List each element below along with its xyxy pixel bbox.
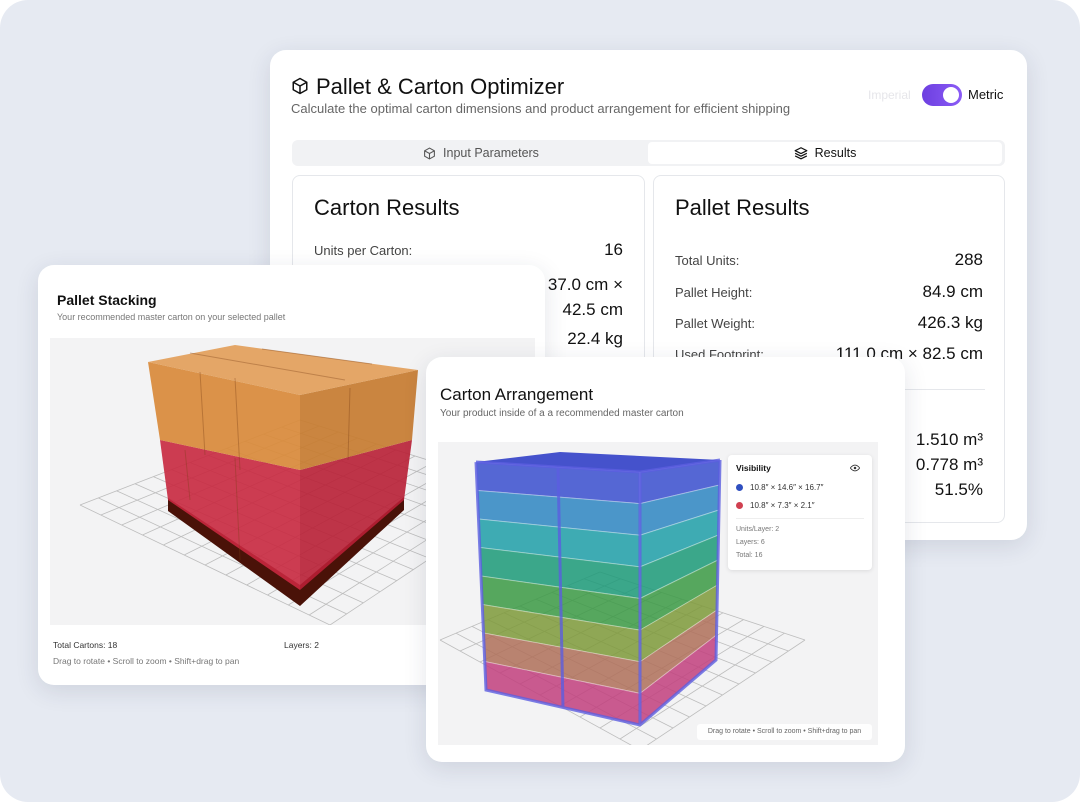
card-subtitle: Your product inside of a a recommended m… [440, 408, 684, 419]
result-label: Units per Carton: [314, 243, 413, 258]
card-subtitle: Your recommended master carton on your s… [57, 312, 286, 322]
stat: Layers: 2 [284, 640, 319, 650]
carton-edges [184, 348, 373, 561]
hint: Drag to rotate • Scroll to zoom • Shift+… [697, 724, 872, 740]
hint: Drag to rotate • Scroll to zoom • Shift+… [53, 656, 240, 666]
tab-label: Results [814, 146, 857, 160]
app-subtitle: Calculate the optimal carton dimensions … [291, 101, 791, 116]
card-title: Pallet Stacking [57, 292, 157, 308]
eye-icon[interactable] [850, 463, 860, 473]
carton-layer [300, 370, 418, 470]
carton-layer [160, 440, 300, 590]
divider [736, 518, 864, 519]
layers-icon [794, 147, 808, 160]
result-value: 51.5% [934, 480, 983, 499]
result-value: 426.3 kg [917, 313, 983, 332]
legend-dot [736, 502, 743, 509]
carton-layer [300, 440, 412, 590]
tab-results[interactable]: Results [648, 142, 1002, 164]
pallet-base [168, 497, 404, 606]
carton-top [148, 345, 418, 395]
grid-line [619, 632, 785, 740]
result-value: 0.778 m³ [915, 455, 983, 474]
stacking-3d[interactable] [50, 338, 535, 625]
app-title: Pallet & Carton Optimizer [316, 74, 565, 99]
carton-outline [474, 458, 722, 727]
arrangement-viewport[interactable]: Visibility 10.8″ × 14.6″ × 16.7″ 10.8″ ×… [438, 442, 878, 745]
legend-dot [736, 484, 743, 491]
result-value: 37.0 cm × 42.5 cm [547, 275, 623, 319]
carton-top [476, 452, 720, 472]
result-label: Total Units: [675, 253, 740, 268]
panel-title: Pallet Results [675, 195, 810, 220]
grid-line [646, 639, 806, 745]
panel-title: Visibility [736, 463, 771, 473]
visibility-panel: Visibility 10.8″ × 14.6″ × 16.7″ 10.8″ ×… [728, 455, 872, 570]
legend-item[interactable]: 10.8″ × 14.6″ × 16.7″ [750, 483, 824, 492]
result-label: Pallet Height: [675, 285, 753, 300]
stat: Total: 16 [736, 552, 763, 559]
result-value: 1.510 m³ [915, 430, 983, 449]
grid-line [79, 504, 331, 625]
stat: Total Cartons: 18 [53, 640, 118, 650]
cube-icon [292, 77, 308, 95]
stat: Layers: 6 [736, 539, 765, 546]
result-label: Pallet Weight: [675, 316, 755, 331]
carton-layer [148, 362, 300, 470]
result-value: 16 [604, 240, 623, 259]
tab-label: Input Parameters [443, 146, 539, 160]
product-layers [475, 459, 721, 727]
panel-title: Carton Results [314, 195, 460, 220]
unit-toggle[interactable] [922, 84, 962, 106]
result-value: 22.4 kg [567, 329, 623, 348]
legend-item[interactable]: 10.8″ × 7.3″ × 2.1″ [750, 501, 815, 510]
unit-off-label[interactable]: Imperial [868, 88, 911, 102]
result-value: 84.9 cm [922, 282, 983, 301]
card-title: Carton Arrangement [440, 385, 594, 404]
carton-arrangement-card: Carton Arrangement Your product inside o… [426, 357, 905, 762]
arrangement-3d[interactable] [438, 442, 878, 745]
unit-on-label[interactable]: Metric [968, 87, 1004, 102]
result-value: 288 [954, 250, 983, 269]
cube-icon [424, 146, 435, 160]
tab-input[interactable]: Input Parameters [292, 140, 670, 166]
tab-bar: Input Parameters Results [292, 140, 1005, 166]
stat: Units/Layer: 2 [736, 526, 780, 533]
